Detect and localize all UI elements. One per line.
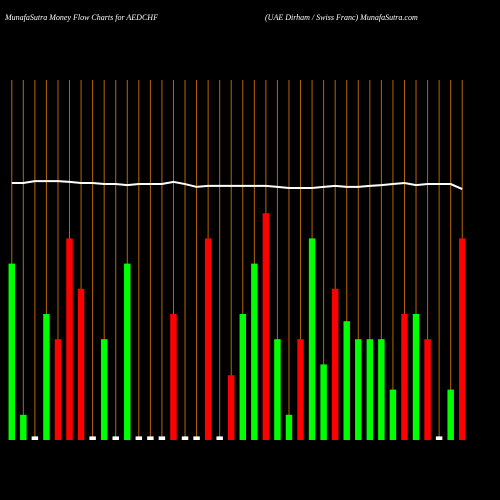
bar — [435, 436, 443, 440]
bar — [297, 339, 304, 440]
flow-line — [11, 180, 463, 190]
bar — [262, 213, 270, 440]
bar — [20, 414, 27, 440]
chart-subtitle: (UAE Dirham / Swiss Franc) MunafaSutra.c… — [265, 13, 418, 22]
bar — [54, 339, 62, 440]
bar — [274, 339, 281, 440]
bar — [77, 288, 85, 440]
chart-title: MunafaSutra Money Flow Charts for AEDCHF — [4, 13, 158, 22]
bar — [158, 436, 166, 440]
bar — [412, 314, 420, 440]
bar — [66, 238, 73, 440]
bar — [204, 238, 212, 440]
bar — [239, 314, 247, 440]
bar — [135, 436, 143, 440]
bar — [366, 339, 374, 440]
bar — [100, 339, 108, 440]
bar — [193, 436, 200, 440]
bar — [308, 238, 316, 440]
bar — [355, 339, 362, 440]
bar — [112, 436, 119, 440]
bar — [343, 321, 350, 440]
bar — [331, 288, 339, 440]
bar — [8, 263, 16, 440]
bar — [378, 339, 385, 440]
bar — [458, 238, 466, 440]
bar — [285, 414, 293, 440]
bar — [31, 436, 39, 440]
bar — [89, 436, 96, 440]
bar — [227, 375, 235, 440]
bar — [124, 263, 131, 440]
bar — [320, 364, 327, 440]
bar — [170, 314, 177, 440]
bar — [147, 436, 154, 440]
bar — [43, 314, 50, 440]
bar — [401, 314, 408, 440]
bar — [389, 389, 397, 440]
bar — [251, 263, 258, 440]
bar — [447, 389, 454, 440]
bar — [216, 436, 223, 440]
bar — [181, 436, 189, 440]
bar — [424, 339, 431, 440]
